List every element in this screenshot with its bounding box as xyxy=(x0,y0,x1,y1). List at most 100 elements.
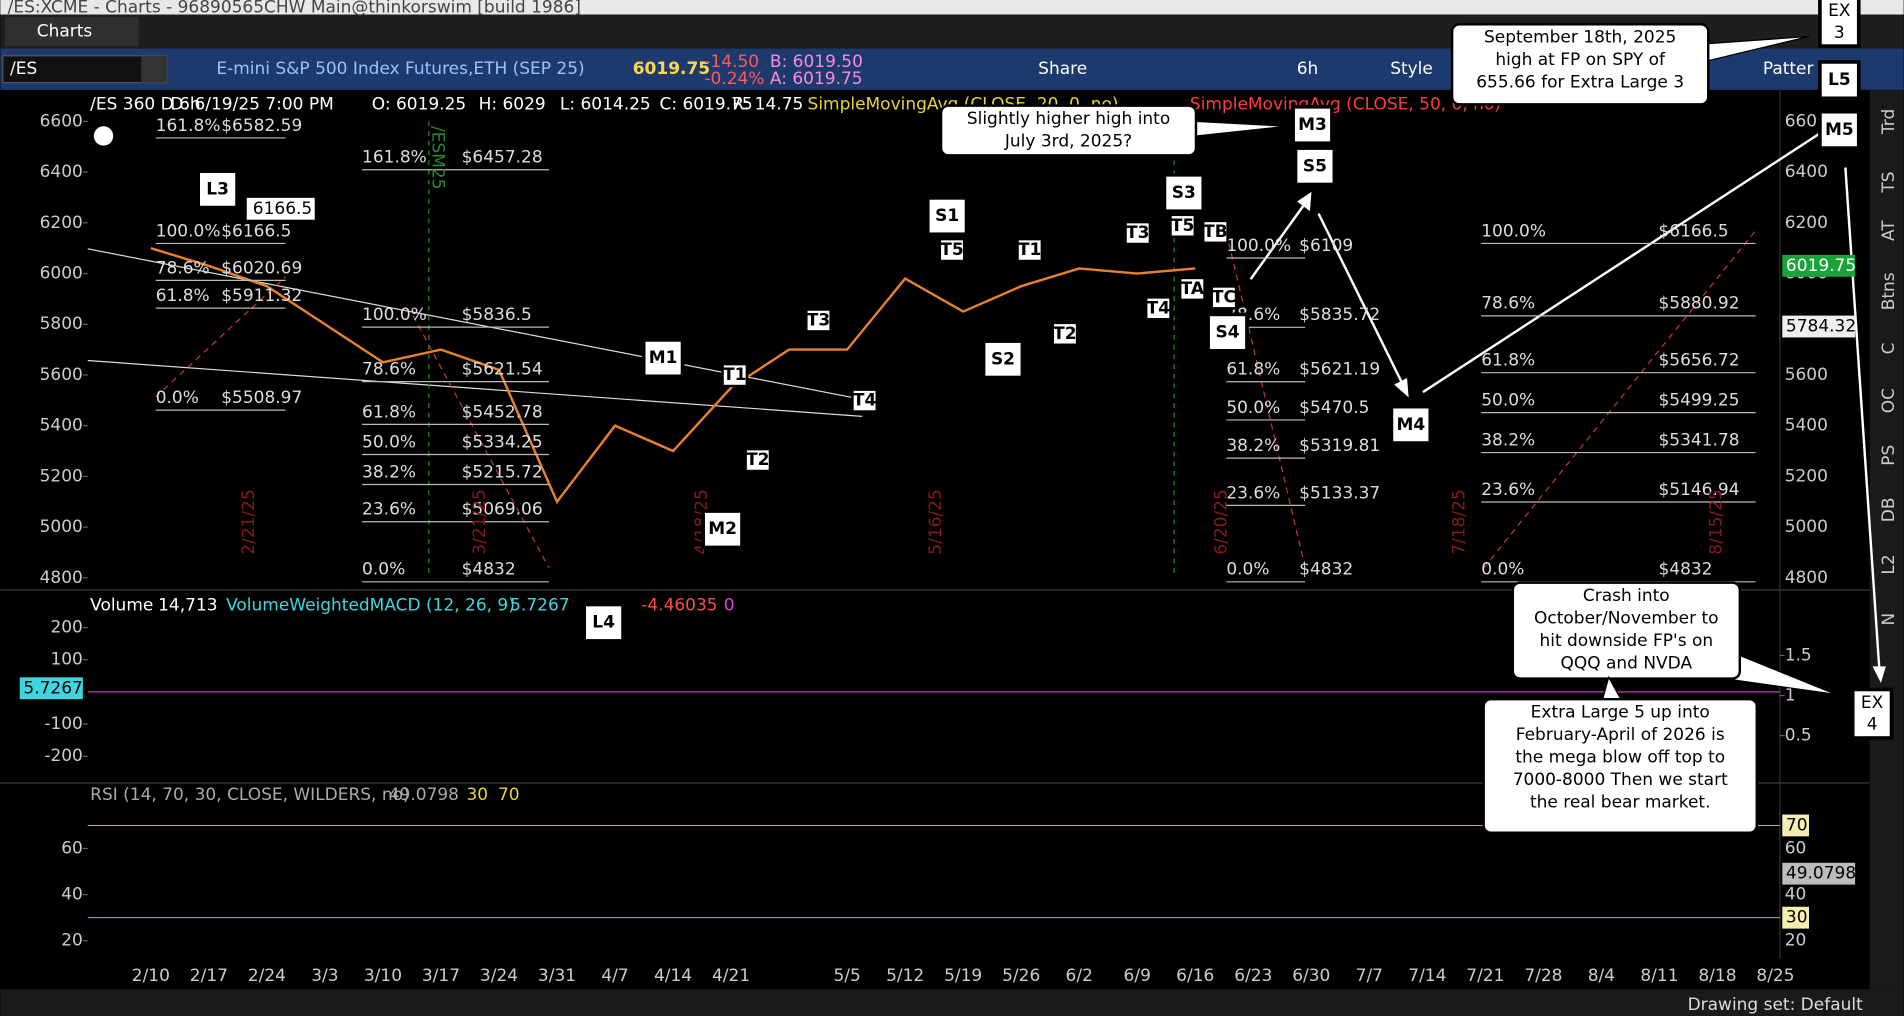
value-box xyxy=(19,677,83,700)
x-tick-label: 3/24 xyxy=(480,966,518,986)
fib-price: $6457.28 xyxy=(462,148,543,168)
y2-tick-label: 40 xyxy=(1785,885,1807,905)
toolbar-change-pct: -0.24% xyxy=(704,69,764,89)
sidebar-tab[interactable]: N xyxy=(1879,613,1899,626)
y-tick-label: -200 xyxy=(44,746,83,766)
y2-tick-label: 6200 xyxy=(1785,213,1828,233)
x-tick-label: 8/18 xyxy=(1698,966,1736,986)
fib-level: 38.2% xyxy=(362,462,416,482)
small-label: TC xyxy=(1212,287,1236,307)
symbol-dropdown[interactable] xyxy=(141,55,167,83)
callout-text: Slightly higher high into xyxy=(967,109,1170,129)
toolbar-pattern[interactable]: Patter xyxy=(1763,59,1814,79)
wave-label-box xyxy=(1162,172,1206,214)
x-tick-label: 3/31 xyxy=(538,966,576,986)
alert-icon[interactable] xyxy=(93,126,114,146)
fib-price: $4832 xyxy=(1299,560,1353,580)
callout-text: October/November to xyxy=(1534,608,1719,628)
fib-level: 0.0% xyxy=(1226,560,1269,580)
callout-box xyxy=(939,104,1198,157)
fib-level: 78.6% xyxy=(362,359,416,379)
fib-price: $6166.5 xyxy=(221,221,291,241)
fib-price: $5835.72 xyxy=(1299,305,1380,325)
fib-level: 161.8% xyxy=(156,116,221,136)
title-bar xyxy=(0,0,1904,15)
fib-level: 50.0% xyxy=(1226,398,1280,418)
x-tick-label: 6/16 xyxy=(1176,966,1214,986)
level-label: 5784.32 xyxy=(1786,317,1856,337)
sidebar-tab[interactable]: PS xyxy=(1879,445,1899,466)
x-tick-label: 4/14 xyxy=(654,966,692,986)
sidebar-tab[interactable]: L2 xyxy=(1879,554,1899,574)
fib-level: 38.2% xyxy=(1226,436,1280,456)
fib-level: 23.6% xyxy=(1226,483,1280,503)
expiry-label: 5/16/25 xyxy=(926,489,946,554)
wave-label: L3 xyxy=(206,179,229,199)
fib-price: $5133.37 xyxy=(1299,483,1380,503)
small-label: T2 xyxy=(1053,324,1076,344)
sidebar-tab[interactable]: C xyxy=(1879,342,1899,354)
tab-label[interactable]: Charts xyxy=(37,22,93,42)
small-label: TB xyxy=(1203,222,1228,242)
fib-price: $5341.78 xyxy=(1658,430,1739,450)
sidebar-tab[interactable]: TS xyxy=(1879,172,1899,194)
last-price-label: 6019.75 xyxy=(1786,256,1856,276)
toolbar-style[interactable]: Style xyxy=(1390,59,1433,79)
small-label-box xyxy=(1051,321,1079,346)
callout-text: the real bear market. xyxy=(1530,792,1711,812)
fib-price: $5470.5 xyxy=(1299,398,1369,418)
small-label-box xyxy=(744,447,772,473)
x-tick-label: 5/12 xyxy=(886,966,924,986)
fib-price: $4832 xyxy=(462,560,516,580)
symbol-box[interactable] xyxy=(2,55,168,84)
sidebar-tab[interactable]: DB xyxy=(1879,497,1899,522)
small-label-box xyxy=(1145,296,1172,321)
x-tick-label: 2/17 xyxy=(190,966,228,986)
fib-price: $5621.19 xyxy=(1299,360,1380,380)
wave-label-box xyxy=(1293,146,1337,187)
drawing-set[interactable]: Drawing set: Default xyxy=(1688,995,1864,1015)
x-tick-label: 5/19 xyxy=(944,966,982,986)
fib-price: $5836.5 xyxy=(462,305,532,325)
x-tick-label: 2/10 xyxy=(132,966,170,986)
fib-level: 38.2% xyxy=(1481,430,1535,450)
fib-level: 61.8% xyxy=(1226,360,1280,380)
fib-level: 61.8% xyxy=(362,402,416,422)
wave-label: M5 xyxy=(1825,120,1854,140)
y-tick-label: 5600 xyxy=(40,365,83,385)
y-tick-label: 60 xyxy=(61,838,83,858)
y-tick-label: 100 xyxy=(50,650,82,670)
sidebar-tab[interactable]: OC xyxy=(1879,388,1899,413)
tab-bg[interactable] xyxy=(5,16,139,47)
fib-price: $5499.25 xyxy=(1658,390,1739,410)
y-tick-label: 5000 xyxy=(40,517,83,537)
x-tick-label: 5/26 xyxy=(1002,966,1040,986)
rsi-header: RSI (14, 70, 30, CLOSE, WILDERS, no) xyxy=(90,785,409,805)
sidebar-tab[interactable]: Trd xyxy=(1879,109,1899,135)
callout-text: 7000-8000 Then we start xyxy=(1513,770,1728,790)
sidebar-tab[interactable]: AT xyxy=(1879,220,1899,241)
y2-tick-label: 5200 xyxy=(1785,466,1828,486)
small-label-box xyxy=(1202,219,1229,244)
volume-header: 0 xyxy=(724,596,735,616)
toolbar-share[interactable]: Share xyxy=(1038,59,1087,79)
callout-text: hit downside FP's on xyxy=(1539,631,1713,651)
x-tick-label: 7/14 xyxy=(1408,966,1446,986)
wave-label: M3 xyxy=(1298,115,1327,135)
header-item: O: 6019.25 xyxy=(372,94,466,114)
fib-price: $5319.81 xyxy=(1299,436,1380,456)
fib-level: 78.6% xyxy=(156,258,210,278)
toolbar-timeframe[interactable]: 6h xyxy=(1297,59,1319,79)
fib-level: 0.0% xyxy=(1481,560,1524,580)
fib-price: $5508.97 xyxy=(221,388,302,408)
value-label: 5.7267 xyxy=(23,678,82,698)
wave-label: S4 xyxy=(1216,323,1240,343)
wave-label-box xyxy=(1389,404,1433,445)
wave-label: S2 xyxy=(991,349,1015,369)
fib-price: $5334.25 xyxy=(462,432,543,452)
fib-level: 23.6% xyxy=(1481,480,1535,500)
sidebar-tab[interactable]: Btns xyxy=(1879,272,1899,310)
price-line xyxy=(150,247,1196,505)
